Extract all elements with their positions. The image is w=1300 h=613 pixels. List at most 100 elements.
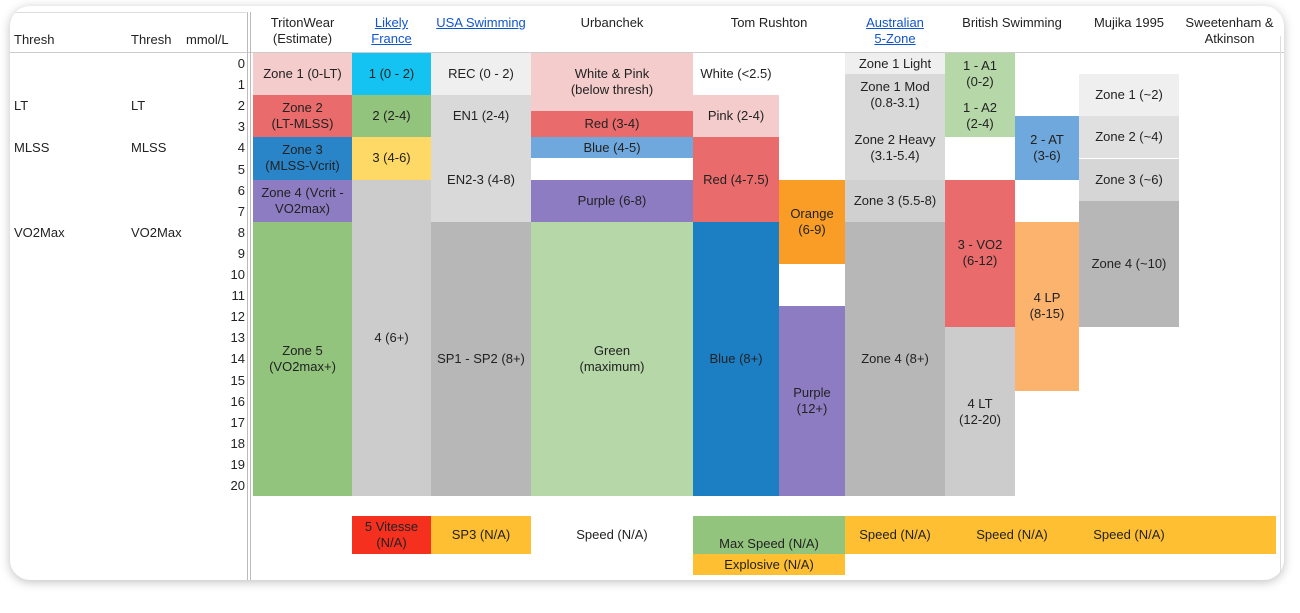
zone-cell: Zone 1 (~2) xyxy=(1079,74,1179,117)
zone-text: Zone 5 xyxy=(282,342,323,358)
zone-text: Speed (N/A) xyxy=(976,527,1048,542)
rule xyxy=(10,52,1284,53)
zone-text: (0-2) xyxy=(966,74,994,90)
zone-text: White & Pink xyxy=(574,66,650,82)
column-title: (Estimate) xyxy=(272,31,333,46)
zone-cell: White & Pink (below thresh) xyxy=(531,53,693,112)
divider xyxy=(247,12,248,580)
zone-cell: Zone 1 (0-LT) xyxy=(253,53,352,96)
column-title[interactable]: Likely xyxy=(374,15,409,30)
rule xyxy=(14,12,246,13)
zone-text: Speed (N/A) xyxy=(1093,527,1165,542)
column-title[interactable]: France xyxy=(371,31,412,46)
zone-cell: Max Speed (N/A) xyxy=(693,516,845,554)
zone-text: 2 - AT xyxy=(1030,131,1064,147)
column-title: TritonWear xyxy=(270,15,335,30)
column-header: British Swimming xyxy=(945,15,1079,31)
zone-cell: 4 LT (12-20) xyxy=(945,327,1015,497)
zone-cell: 4 LP (8-15) xyxy=(1015,221,1079,391)
zone-cell: 2 - AT (3-6) xyxy=(1015,116,1079,180)
column-title[interactable]: Australian xyxy=(866,15,924,30)
zone-text: (8-15) xyxy=(1029,306,1065,322)
zone-text: Speed (N/A) xyxy=(576,527,648,542)
zone-cell xyxy=(1179,516,1276,554)
zone-text: EN1 (2-4) xyxy=(452,108,510,124)
zone-text: 2 (2-4) xyxy=(372,108,411,124)
zone-text: 1 - A1 xyxy=(963,58,997,74)
zone-text: 4 LP xyxy=(1033,290,1061,306)
column-header: USA Swimming xyxy=(431,15,531,31)
zone-text: 4 LT xyxy=(967,395,993,411)
zone-cell: Zone 1 Mod (0.8-3.1) xyxy=(845,74,945,117)
column-title: Tom Rushton xyxy=(730,15,808,30)
column-title[interactable]: USA Swimming xyxy=(436,15,526,30)
zone-text: (3-6) xyxy=(1033,147,1061,163)
zone-text: (0.8-3.1) xyxy=(870,95,920,111)
zone-text: 1 (0 - 2) xyxy=(368,66,415,82)
header-label: Thresh xyxy=(131,32,172,47)
zone-text: (12+) xyxy=(796,401,828,417)
threshold-label: LT xyxy=(14,98,29,114)
zone-text: 5 Vitesse xyxy=(364,519,419,534)
zone-text: Zone 2 Heavy xyxy=(854,131,936,147)
zone-cell: EN1 (2-4) xyxy=(431,95,531,138)
sheet-card: Thresh Thresh mmol/L 0 1 2 3 4 5 6 7 8 9 10 11 12 13 1… xyxy=(10,6,1284,580)
level-label: 4 xyxy=(237,140,245,156)
level-label: 0 xyxy=(237,56,245,71)
zone-cell: 5 Vitesse (N/A) xyxy=(352,516,431,554)
zone-cell: Zone 5 (VO2max+) xyxy=(253,221,352,497)
zone-text: Explosive (N/A) xyxy=(724,556,814,572)
zone-cell: Red (4-7.5) xyxy=(693,137,779,222)
level-label: 8 xyxy=(237,224,245,240)
zone-text: (6-12) xyxy=(962,253,998,269)
zone-text: (LT-MLSS) xyxy=(271,116,334,132)
zone-cell: EN2-3 (4-8) xyxy=(431,137,531,222)
level-label: 20 xyxy=(230,478,245,493)
zone-cell: Speed (N/A) xyxy=(531,516,693,554)
zone-text: (2-4) xyxy=(966,116,994,132)
level-label: 1 xyxy=(237,77,245,93)
column-header: Tom Rushton xyxy=(693,15,845,31)
zone-text: Zone 1 Light xyxy=(858,55,932,71)
column-title: Mujika 1995 xyxy=(1093,15,1165,30)
column-title: Atkinson xyxy=(1204,31,1255,46)
zone-text: Zone 1 (0-LT) xyxy=(263,66,342,82)
zone-cell: Speed (N/A) xyxy=(1079,516,1179,554)
level-label: 16 xyxy=(230,393,245,409)
zone-text: Zone 3 (5.5-8) xyxy=(853,192,937,208)
zone-text: White (<2.5) xyxy=(700,66,772,82)
zone-text: (N/A) xyxy=(376,535,407,550)
column-title[interactable]: 5-Zone xyxy=(874,31,916,46)
zone-cell: 3 (4-6) xyxy=(352,137,431,180)
zone-text: (12-20) xyxy=(959,411,1001,427)
level-label: 12 xyxy=(230,309,245,325)
zone-cell: Zone 3 (MLSS-Vcrit) xyxy=(253,137,352,180)
zone-text: Orange xyxy=(790,205,834,221)
level-label: 17 xyxy=(230,414,245,430)
level-label: 2 xyxy=(237,98,245,114)
level-label: 7 xyxy=(237,203,245,219)
zone-cell: SP1 - SP2 (8+) xyxy=(431,221,531,497)
zone-cell: REC (0 - 2) xyxy=(431,53,531,96)
zone-text: EN2-3 (4-8) xyxy=(447,171,515,187)
zone-text: REC (0 - 2) xyxy=(448,66,514,82)
level-label: 14 xyxy=(230,351,245,367)
zone-text: Zone 3 (~6) xyxy=(1095,171,1163,187)
zone-text: 3 - VO2 xyxy=(957,237,1003,253)
zone-text: Zone 3 xyxy=(282,142,323,158)
level-label: 15 xyxy=(230,372,245,388)
zone-cell: Zone 4 (8+) xyxy=(845,221,945,497)
zone-text: (MLSS-Vcrit) xyxy=(265,158,340,174)
level-label: 18 xyxy=(230,435,245,451)
zone-cell: Speed (N/A) xyxy=(945,516,1079,554)
zone-text: (3.1-5.4) xyxy=(870,147,920,163)
zone-text: Blue (8+) xyxy=(709,350,763,366)
column-header: Sweetenham & Atkinson xyxy=(1179,15,1280,47)
zone-text: Zone 1 Mod xyxy=(860,79,930,95)
zone-cell: 4 (6+) xyxy=(352,179,431,497)
threshold-label: VO2Max xyxy=(131,224,182,240)
column-title: British Swimming xyxy=(962,15,1062,30)
zone-text: Pink (2-4) xyxy=(707,108,765,124)
column-header: Mujika 1995 xyxy=(1079,15,1179,31)
